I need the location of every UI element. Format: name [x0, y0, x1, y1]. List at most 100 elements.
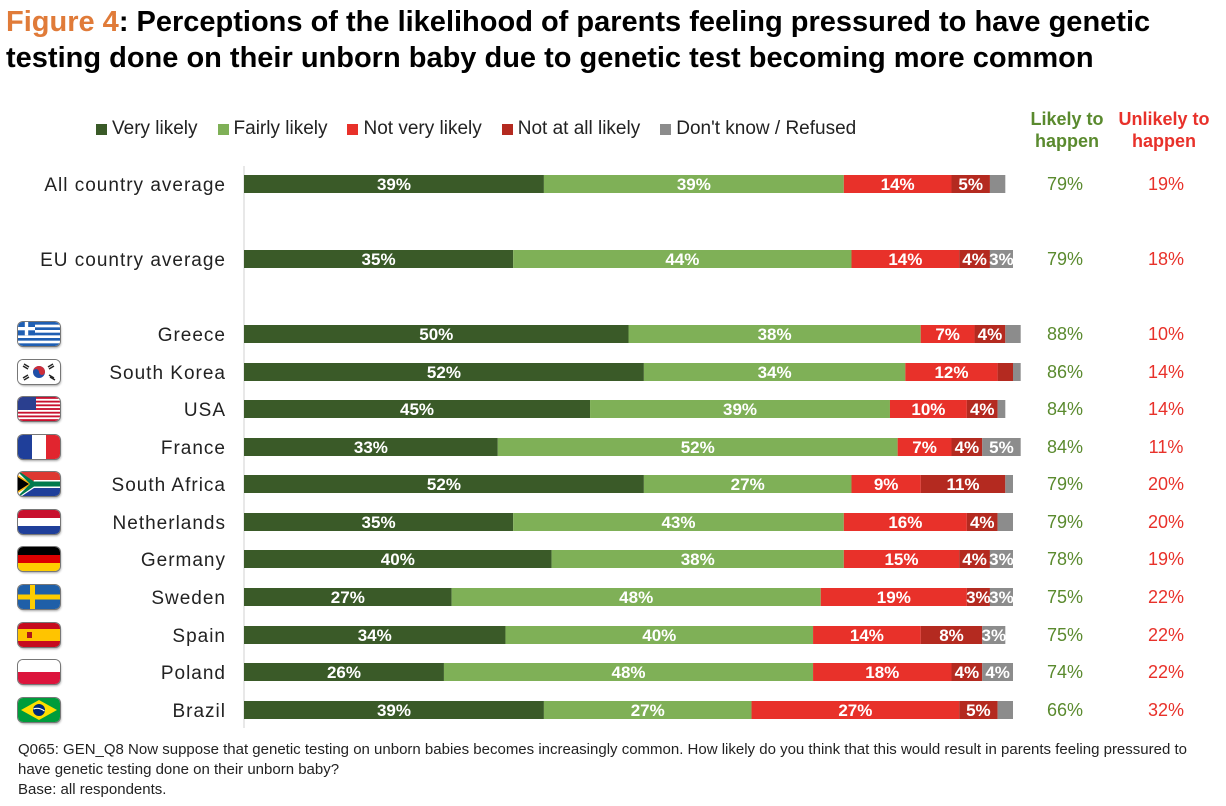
- data-label: 40%: [642, 626, 676, 645]
- bar-segment-not-at-all-likely: [966, 400, 998, 418]
- bar-segment-fairly-likely: [543, 175, 844, 193]
- data-label: 19%: [877, 588, 911, 607]
- legend-swatch: [217, 123, 229, 135]
- data-label: 14%: [881, 175, 915, 194]
- data-label: 38%: [758, 325, 792, 344]
- likely-value: 74%: [1047, 662, 1083, 682]
- data-label: 5%: [958, 175, 983, 194]
- bar-segment-not-at-all-likely: [974, 325, 1006, 343]
- data-label: 44%: [665, 250, 699, 269]
- unlikely-value: 22%: [1148, 625, 1184, 645]
- legend-swatch: [660, 123, 672, 135]
- data-label: 14%: [888, 250, 922, 269]
- category-label: All country average: [44, 175, 226, 196]
- data-label: 18%: [865, 663, 899, 682]
- legend-label: Fairly likely: [233, 118, 328, 139]
- bar-segment-not-at-all-likely: [966, 513, 998, 531]
- data-label: 4%: [955, 663, 980, 682]
- bar-segment-fairly-likely: [513, 250, 852, 268]
- data-label: 27%: [331, 588, 365, 607]
- bar-segment-dont-know: [997, 513, 1013, 531]
- legend-swatch: [347, 123, 359, 135]
- bar-segment-not-at-all-likely: [959, 550, 990, 568]
- legend-label: Not at all likely: [517, 118, 641, 139]
- footnote-base: Base: all respondents.: [18, 781, 167, 798]
- category-label: Sweden: [151, 588, 226, 609]
- bar-segment-very-likely: [244, 175, 544, 193]
- bar-segment-fairly-likely: [543, 701, 752, 719]
- bar-segment-very-likely: [244, 701, 544, 719]
- data-label: 52%: [681, 438, 715, 457]
- bar-segment-fairly-likely: [513, 513, 844, 531]
- data-label: 5%: [989, 438, 1014, 457]
- likely-column-header: Likely to happen: [1030, 109, 1104, 151]
- data-label: 43%: [661, 513, 695, 532]
- spain-flag: [18, 623, 60, 647]
- likely-value: 78%: [1047, 549, 1083, 569]
- data-label: 50%: [419, 325, 453, 344]
- bar-segment-very-likely: [244, 250, 514, 268]
- likely-value: 75%: [1047, 587, 1083, 607]
- bar-segment-not-at-all-likely: [951, 175, 990, 193]
- bar-segment-fairly-likely: [643, 475, 852, 493]
- data-label: 39%: [377, 701, 411, 720]
- bar-segment-very-likely: [244, 588, 452, 606]
- likely-value: 84%: [1047, 437, 1083, 457]
- bar-segment-not-at-all-likely: [959, 250, 990, 268]
- bar-segment-very-likely: [244, 663, 444, 681]
- unlikely-value: 32%: [1148, 700, 1184, 720]
- data-label: 39%: [677, 175, 711, 194]
- category-label: Germany: [141, 550, 226, 571]
- data-label: 52%: [427, 475, 461, 494]
- legend-item-very-likely: Very likely: [96, 118, 198, 140]
- footnote-question: Q065: GEN_Q8 Now suppose that genetic te…: [18, 741, 1187, 778]
- unlikely-value: 10%: [1148, 324, 1184, 344]
- data-label: 14%: [850, 626, 884, 645]
- data-label: 27%: [731, 475, 765, 494]
- bar-segment-not-very-likely: [851, 250, 960, 268]
- data-label: 3%: [981, 626, 1006, 645]
- bar-segment-very-likely: [244, 513, 514, 531]
- bar-segment-dont-know: [997, 400, 1006, 418]
- category-label: Brazil: [172, 701, 226, 722]
- legend: Very likely Fairly likely Not very likel…: [96, 118, 876, 140]
- data-label: 5%: [966, 701, 991, 720]
- data-label: 16%: [888, 513, 922, 532]
- data-label: 4%: [955, 438, 980, 457]
- unlikely-value: 19%: [1148, 549, 1184, 569]
- data-label: 33%: [354, 438, 388, 457]
- bar-segment-fairly-likely: [643, 363, 906, 381]
- bar-segment-not-very-likely: [851, 475, 921, 493]
- bar-segment-very-likely: [244, 363, 644, 381]
- bar-segment-not-very-likely: [897, 438, 952, 456]
- data-label: 4%: [962, 550, 987, 569]
- bar-segment-not-very-likely: [920, 325, 975, 343]
- bar-segment-not-very-likely: [889, 400, 967, 418]
- likely-value: 79%: [1047, 474, 1083, 494]
- data-label: 3%: [966, 588, 991, 607]
- bar-segment-not-at-all-likely: [997, 363, 1013, 381]
- bar-segment-dont-know: [1005, 325, 1021, 343]
- legend-swatch: [501, 123, 513, 135]
- data-label: 10%: [911, 400, 945, 419]
- bar-segment-dont-know: [989, 588, 1013, 606]
- likely-value: 66%: [1047, 700, 1083, 720]
- bar-segment-not-very-likely: [813, 663, 952, 681]
- legend-label: Don't know / Refused: [676, 118, 857, 139]
- category-label: USA: [184, 400, 226, 421]
- data-label: 27%: [631, 701, 665, 720]
- category-label: Poland: [161, 663, 226, 684]
- bar-segment-dont-know: [989, 175, 1006, 193]
- title-text: : Perceptions of the likelihood of paren…: [6, 6, 1151, 74]
- bar-segment-dont-know: [989, 550, 1013, 568]
- poland-flag: [18, 660, 60, 684]
- legend-item-dont-know: Don't know / Refused: [660, 118, 856, 140]
- unlikely-value: 22%: [1148, 587, 1184, 607]
- data-label: 3%: [989, 588, 1014, 607]
- data-label: 34%: [758, 363, 792, 382]
- brazil-flag: [18, 698, 60, 722]
- likely-value: 86%: [1047, 362, 1083, 382]
- category-label: France: [161, 438, 226, 459]
- unlikely-value: 14%: [1148, 399, 1184, 419]
- bar-segment-very-likely: [244, 626, 506, 644]
